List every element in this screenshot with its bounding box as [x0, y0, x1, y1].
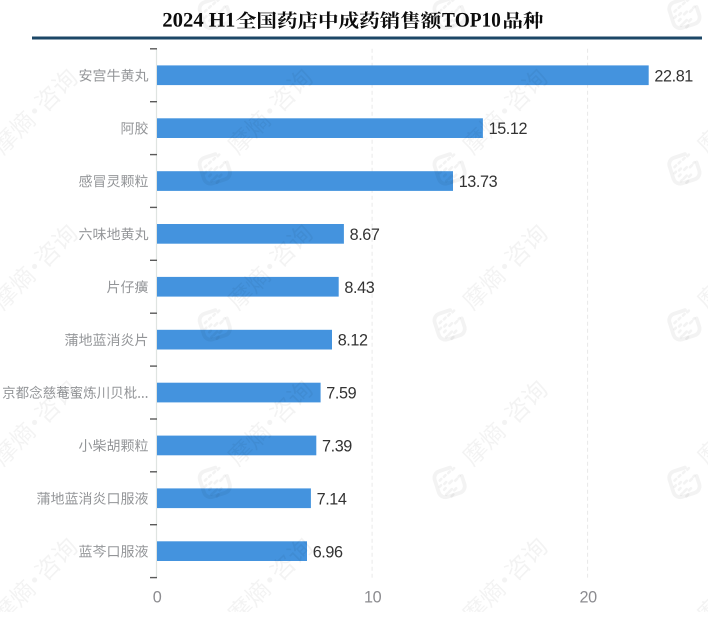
svg-text:8.67: 8.67	[350, 226, 380, 244]
svg-text:7.59: 7.59	[326, 385, 356, 403]
svg-text:20: 20	[579, 589, 597, 607]
svg-text:15.12: 15.12	[489, 120, 528, 138]
svg-text:7.39: 7.39	[322, 438, 352, 456]
svg-text:7.14: 7.14	[317, 490, 347, 508]
svg-text:0: 0	[153, 589, 162, 607]
svg-text:10: 10	[364, 589, 382, 607]
svg-text:22.81: 22.81	[654, 67, 693, 85]
svg-text:6.96: 6.96	[313, 543, 343, 561]
svg-text:8.12: 8.12	[338, 332, 368, 350]
svg-text:8.43: 8.43	[344, 279, 374, 297]
svg-text:13.73: 13.73	[459, 173, 498, 191]
